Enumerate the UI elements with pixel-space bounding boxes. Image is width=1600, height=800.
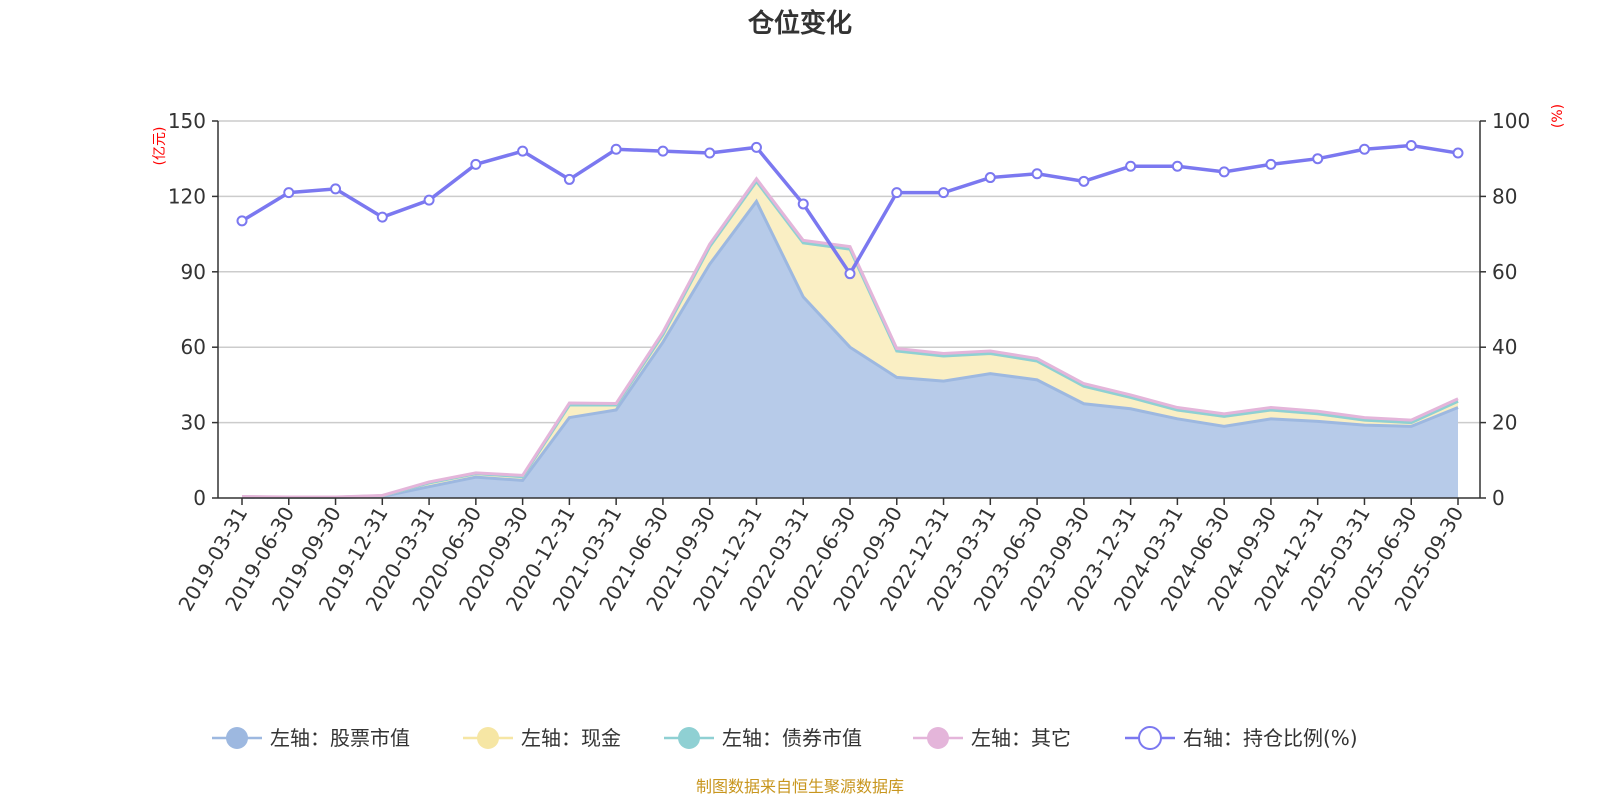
right-axis-tick-label: 100 [1492, 109, 1530, 133]
ratio-point [750, 141, 762, 153]
legend: 左轴：股票市值 左轴：现金 左轴：债券市值 左轴：其它 右轴：持仓比例(%) [212, 726, 1358, 750]
left-axis-tick-label: 150 [168, 109, 206, 133]
right-axis-tick-label: 20 [1492, 411, 1517, 435]
data-source-note: 制图数据来自恒生聚源数据库 [696, 777, 904, 796]
area-1 [242, 181, 1458, 498]
legend-swatch-circle [477, 727, 499, 749]
ratio-point [376, 211, 388, 223]
stacked-areas [241, 176, 1459, 499]
legend-label: 左轴：债券市值 [722, 726, 862, 750]
legend-swatch-circle [226, 727, 248, 749]
ratio-point [236, 215, 248, 227]
ratio-point [563, 173, 575, 185]
chart-title: 仓位变化 [747, 8, 852, 39]
right-axis-unit: (%) [1550, 104, 1566, 128]
ratio-point [1218, 166, 1230, 178]
ratio-point [1125, 160, 1137, 172]
ratio-line-series [236, 140, 1464, 280]
ratio-point [610, 143, 622, 155]
area-line-0 [241, 198, 1459, 499]
ratio-point [470, 158, 482, 170]
ratio-point [844, 268, 856, 280]
ratio-point [704, 147, 716, 159]
area-line-3 [241, 176, 1459, 499]
ratio-point [657, 145, 669, 157]
left-axis-tick-label: 60 [181, 335, 206, 359]
ratio-point [1358, 143, 1370, 155]
left-axis-tick-label: 30 [181, 411, 206, 435]
legend-label: 左轴：股票市值 [270, 726, 410, 750]
left-axis-tick-label: 0 [193, 486, 206, 510]
legend-label: 左轴：其它 [971, 726, 1071, 750]
right-axis-tick-label: 60 [1492, 260, 1517, 284]
ratio-point [1031, 168, 1043, 180]
right-axis-tick-label: 0 [1492, 486, 1505, 510]
legend-label: 左轴：现金 [521, 726, 621, 750]
legend-swatch-circle [678, 727, 700, 749]
ratio-point [984, 172, 996, 184]
left-axis-tick-label: 120 [168, 184, 206, 208]
left-axis-tick-label: 90 [181, 260, 206, 284]
ratio-point [797, 198, 809, 210]
ratio-point [283, 187, 295, 199]
right-axis-tick-label: 80 [1492, 184, 1517, 208]
legend-swatch-circle [1138, 726, 1162, 750]
ratio-point [1171, 160, 1183, 172]
ratio-point [1452, 147, 1464, 159]
right-axis-tick-label: 40 [1492, 335, 1517, 359]
ratio-point [330, 183, 342, 195]
left-axis-unit: (亿元) [152, 127, 168, 166]
ratio-point [517, 145, 529, 157]
ratio-point [1078, 175, 1090, 187]
ratio-point [423, 194, 435, 206]
area-0 [242, 201, 1458, 498]
ratio-point [938, 187, 950, 199]
legend-label: 右轴：持仓比例(%) [1183, 726, 1358, 750]
ratio-point [1312, 153, 1324, 165]
ratio-point [891, 187, 903, 199]
ratio-point [1265, 158, 1277, 170]
legend-swatch-circle [927, 727, 949, 749]
ratio-point [1405, 140, 1417, 152]
